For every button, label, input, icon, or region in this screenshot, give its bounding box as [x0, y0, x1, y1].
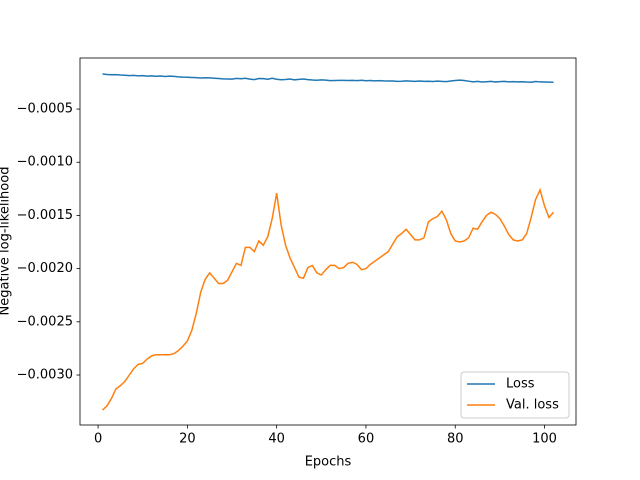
x-tick-label: 100: [532, 432, 557, 447]
line-series: [102, 187, 555, 411]
line-series: [102, 73, 554, 84]
y-tick-label: −0.0030: [17, 368, 73, 383]
x-tick-label: 40: [268, 432, 285, 447]
y-tick-label: −0.0020: [17, 261, 73, 276]
legend-label: Loss: [506, 377, 535, 392]
plot-frame: [79, 57, 577, 426]
legend-label: Val. loss: [506, 398, 559, 413]
x-tick-label: 80: [447, 432, 464, 447]
x-tick-label: 0: [94, 432, 102, 447]
y-tick-label: −0.0010: [17, 155, 73, 170]
y-tick-label: −0.0015: [17, 208, 73, 223]
x-tick-label: 20: [179, 432, 196, 447]
x-tick-label: 60: [358, 432, 375, 447]
x-axis-label: Epochs: [305, 455, 352, 470]
y-axis-label: Negative log-likelihood: [0, 167, 13, 316]
y-tick-label: −0.0025: [17, 314, 73, 329]
y-tick-label: −0.0005: [17, 102, 73, 117]
